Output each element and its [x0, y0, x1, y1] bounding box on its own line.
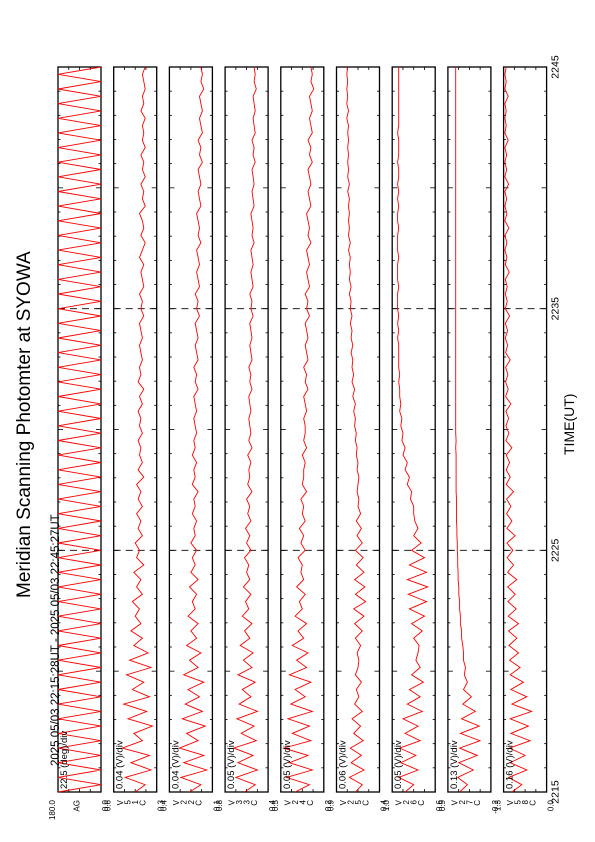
x-tick-label: 2245: [550, 55, 562, 79]
y-tick-label-min: -0.2: [491, 799, 500, 813]
channel-label: 8: [521, 799, 530, 804]
channel-label: AG: [73, 800, 82, 812]
y-tick-label-max: 0.5: [271, 799, 280, 811]
channel-label: 7: [465, 799, 474, 804]
channel-label: V: [339, 799, 348, 805]
y-tick-label-max: 1.3: [494, 799, 503, 811]
channel-label: 1: [131, 799, 140, 804]
series-line: [282, 66, 315, 793]
panel-scale-label: 0.04 (V)/div: [115, 740, 126, 789]
channel-label: 2: [187, 799, 196, 804]
channel-label: V: [116, 799, 125, 805]
series-line: [397, 67, 429, 793]
panel-frame: [224, 66, 269, 793]
channel-label: 6: [410, 799, 419, 804]
series-line: [346, 66, 367, 793]
series-line: [57, 66, 102, 793]
channel-label: C: [194, 800, 203, 806]
series-line: [455, 67, 482, 793]
panel-scale-label: 22.5 (deg)/div: [59, 731, 70, 789]
channel-label: C: [473, 800, 482, 806]
channel-label: 4: [298, 799, 307, 804]
channel-label: 3: [235, 799, 244, 804]
series-line: [120, 66, 154, 793]
panel-frame: [280, 66, 325, 793]
panel-scale-label: 0.05 (V)/div: [226, 740, 237, 789]
panel-scale-label: 0.05 (V)/div: [393, 740, 404, 789]
y-tick-label-min: 0.6: [435, 799, 444, 811]
x-tick-label: 2225: [550, 538, 562, 562]
channel-label: 2: [179, 799, 188, 804]
panel-frame: [502, 66, 548, 793]
panel-scale-label: 0.16 (V)/div: [505, 740, 516, 789]
channel-label: V: [506, 799, 515, 805]
panel-scale-label: 0.05 (V)/div: [282, 740, 293, 789]
y-tick-label-max: 0.6: [104, 799, 113, 811]
panel-angle: 22.5 (deg)/div 180.0 0.0 AG: [48, 66, 110, 820]
channel-label: 2: [347, 799, 356, 804]
channel-label: C: [417, 800, 426, 806]
panel-frame: [335, 66, 381, 793]
y-tick-label-min: 0.1: [212, 799, 221, 811]
channel-label: C: [529, 800, 538, 806]
y-tick-label-min: 0.0: [547, 799, 556, 811]
channel-label: V: [450, 799, 459, 805]
y-tick-label-max: 0.9: [327, 799, 336, 811]
y-tick-label-max: 1.0: [382, 799, 391, 811]
y-tick-label-min: 0.2: [324, 799, 333, 811]
y-tick-label-max: 0.4: [159, 799, 168, 811]
channel-label: 5: [354, 799, 363, 804]
y-tick-label-min: 0.4: [268, 799, 277, 811]
channel-label: 3: [243, 799, 252, 804]
series-line: [232, 66, 259, 793]
y-tick-label-max: 0.9: [438, 799, 447, 811]
x-tick-label: 2235: [550, 297, 562, 321]
y-tick-label-max: 0.8: [215, 799, 224, 811]
channel-label: V: [395, 799, 404, 805]
y-tick-label-min: 0.4: [380, 799, 389, 811]
channel-label: 5: [124, 799, 133, 804]
y-tick-label-min: 0.0: [101, 799, 110, 811]
panel-frame: [168, 66, 214, 793]
channel-label: 2: [402, 799, 411, 804]
channel-label: V: [228, 799, 237, 805]
channel-label: C: [250, 800, 259, 806]
panel-scale-label: 0.06 (V)/div: [338, 740, 349, 789]
series-line: [178, 66, 209, 793]
channel-label: C: [139, 800, 148, 806]
channel-label: V: [283, 799, 292, 805]
channel-label: C: [362, 800, 371, 806]
panel-frame: [113, 66, 158, 793]
channel-label: V: [172, 799, 181, 805]
channel-label: 2: [291, 799, 300, 804]
channel-label: 2: [458, 799, 467, 804]
x-tick-label: 2215: [550, 780, 562, 804]
series-line: [504, 66, 534, 793]
channel-label: 5: [514, 799, 523, 804]
channel-label: C: [306, 800, 315, 806]
panel-scale-label: 0.04 (V)/div: [170, 740, 181, 789]
panel-scale-label: 0.13 (V)/div: [449, 740, 460, 789]
panel-frame: [447, 66, 492, 793]
y-tick-label-max: 180.0: [48, 799, 57, 820]
y-tick-label-min: 0.3: [157, 799, 166, 811]
